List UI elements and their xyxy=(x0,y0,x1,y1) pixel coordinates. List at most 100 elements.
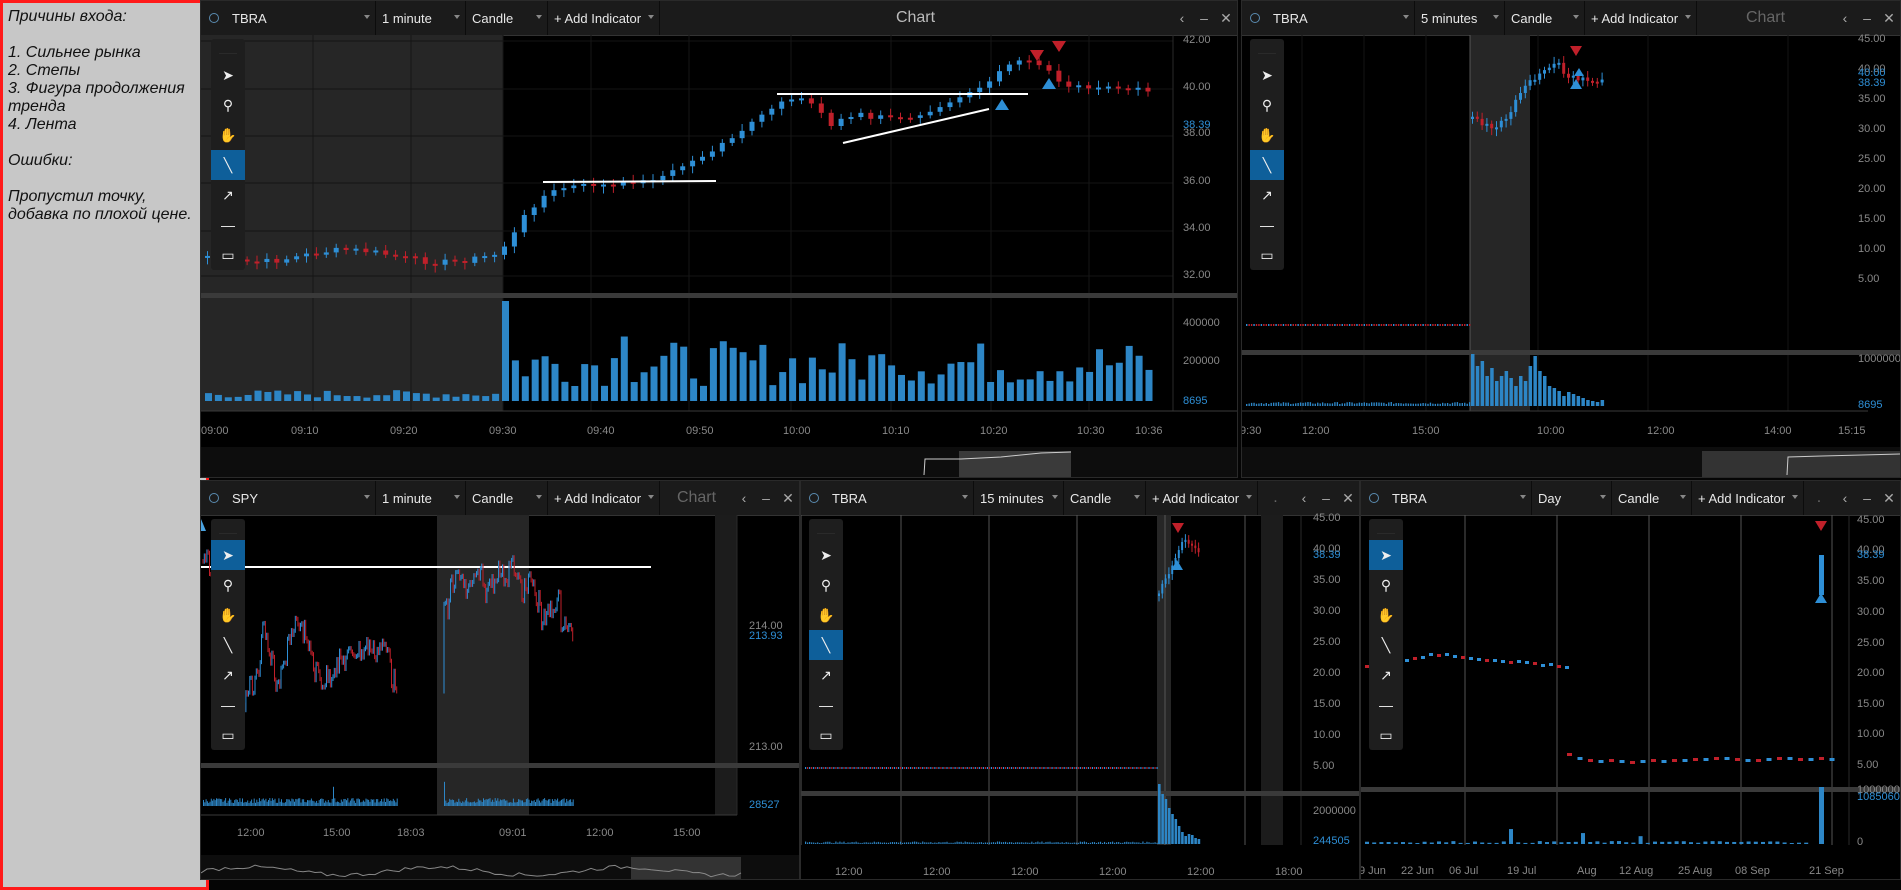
symbol-label: TBRA xyxy=(1273,10,1308,26)
horizontal-line-icon[interactable]: — xyxy=(221,217,235,233)
chevron-left-icon[interactable]: ‹ xyxy=(1301,490,1307,506)
close-icon[interactable]: ✕ xyxy=(1220,9,1232,26)
hand-icon[interactable]: ✋ xyxy=(1377,606,1395,623)
zoom-icon[interactable]: ⚲ xyxy=(820,576,832,593)
chevron-left-icon[interactable]: ‹ xyxy=(1842,10,1848,26)
minimize-icon[interactable]: – xyxy=(762,490,770,506)
minimize-icon[interactable]: – xyxy=(1322,490,1330,506)
minimize-icon[interactable]: – xyxy=(1200,10,1208,26)
price-chart[interactable] xyxy=(1242,1,1901,478)
chart-type-selector[interactable]: Candle xyxy=(466,1,548,35)
line-icon[interactable]: ╲ xyxy=(1250,150,1284,180)
zoom-icon[interactable]: ⚲ xyxy=(222,576,234,593)
horizontal-line-icon[interactable]: — xyxy=(819,697,833,713)
candle xyxy=(1156,767,1158,769)
volume-bar xyxy=(1789,842,1794,844)
pointer-icon[interactable]: ➤ xyxy=(222,66,234,83)
zoom-icon[interactable]: ⚲ xyxy=(1261,96,1273,113)
chart-type-selector[interactable]: Candle xyxy=(1064,481,1146,515)
chevron-left-icon[interactable]: ‹ xyxy=(1842,490,1848,506)
hamburger-icon[interactable] xyxy=(219,519,237,534)
line-icon[interactable]: ╲ xyxy=(1381,636,1391,653)
interval-selector[interactable]: Day xyxy=(1532,481,1612,515)
chevron-left-icon[interactable]: ‹ xyxy=(1179,10,1185,26)
minimize-icon[interactable]: – xyxy=(1863,490,1871,506)
symbol-selector[interactable]: TBRA xyxy=(1267,1,1415,35)
minimize-icon[interactable]: – xyxy=(1863,10,1871,26)
link-dot-icon[interactable] xyxy=(1369,493,1379,503)
chart-type-selector[interactable]: Candle xyxy=(1612,481,1692,515)
interval-selector[interactable]: 15 minutes xyxy=(974,481,1064,515)
link-dot-icon[interactable] xyxy=(809,493,819,503)
pointer-icon[interactable]: ➤ xyxy=(1261,66,1273,83)
arrow-icon[interactable]: ↗ xyxy=(1261,186,1273,203)
hamburger-icon[interactable] xyxy=(219,39,237,54)
line-icon[interactable]: ╲ xyxy=(211,150,245,180)
price-chart[interactable] xyxy=(201,1,1238,478)
price-chart[interactable] xyxy=(1361,481,1901,880)
pointer-icon[interactable]: ➤ xyxy=(820,546,832,563)
arrow-icon[interactable]: ↗ xyxy=(820,666,832,683)
pointer-icon[interactable]: ➤ xyxy=(211,540,245,570)
hamburger-icon[interactable] xyxy=(817,519,835,534)
hand-icon[interactable]: ✋ xyxy=(817,606,835,623)
rectangle-icon[interactable]: ▭ xyxy=(819,726,833,743)
chart-type-selector[interactable]: Candle xyxy=(466,481,548,515)
volume-bar xyxy=(561,381,569,401)
hamburger-icon[interactable] xyxy=(1258,39,1276,54)
candle xyxy=(1035,767,1037,769)
zoom-icon[interactable]: ⚲ xyxy=(1380,576,1392,593)
price-chart[interactable] xyxy=(201,481,800,880)
volume-bar xyxy=(403,391,410,401)
arrow-icon[interactable]: ↗ xyxy=(222,186,234,203)
candle xyxy=(353,248,359,251)
interval-selector[interactable]: 5 minutes xyxy=(1415,1,1505,35)
pointer-icon[interactable]: ➤ xyxy=(1369,540,1403,570)
candle xyxy=(1552,63,1556,68)
chart-type-selector[interactable]: Candle xyxy=(1505,1,1585,35)
volume-bar xyxy=(322,798,324,806)
price-chart[interactable] xyxy=(801,481,1360,880)
symbol-selector[interactable]: TBRA xyxy=(226,1,376,35)
chevron-left-icon[interactable]: ‹ xyxy=(741,490,747,506)
rectangle-icon[interactable]: ▭ xyxy=(1379,726,1393,743)
symbol-selector[interactable]: TBRA xyxy=(1386,481,1532,515)
hand-icon[interactable]: ✋ xyxy=(219,606,237,623)
arrow-icon[interactable]: ↗ xyxy=(1380,666,1392,683)
hand-icon[interactable]: ✋ xyxy=(219,126,237,143)
line-icon[interactable]: ╲ xyxy=(223,636,233,653)
interval-selector[interactable]: 1 minute xyxy=(376,1,466,35)
arrow-icon[interactable]: ↗ xyxy=(222,666,234,683)
hamburger-icon[interactable] xyxy=(1377,519,1395,534)
horizontal-line-icon[interactable]: — xyxy=(1260,217,1274,233)
rectangle-icon[interactable]: ▭ xyxy=(1260,246,1274,263)
add-indicator-button[interactable]: + Add Indicator xyxy=(1146,481,1258,515)
link-dot-icon[interactable] xyxy=(1250,13,1260,23)
close-icon[interactable]: ✕ xyxy=(1883,489,1895,506)
close-icon[interactable]: ✕ xyxy=(782,489,794,506)
rectangle-icon[interactable]: ▭ xyxy=(221,726,235,743)
chevron-down-icon xyxy=(1573,15,1579,19)
symbol-selector[interactable]: SPY xyxy=(226,481,376,515)
close-icon[interactable]: ✕ xyxy=(1342,489,1354,506)
symbol-selector[interactable]: TBRA xyxy=(826,481,974,515)
rectangle-icon[interactable]: ▭ xyxy=(221,246,235,263)
add-indicator-button[interactable]: + Add Indicator xyxy=(548,481,660,515)
add-indicator-button[interactable]: + Add Indicator xyxy=(548,1,660,35)
volume-bar xyxy=(883,842,885,844)
line-icon[interactable]: ╲ xyxy=(809,630,843,660)
add-indicator-button[interactable]: + Add Indicator xyxy=(1585,1,1697,35)
horizontal-line-icon[interactable]: — xyxy=(221,697,235,713)
close-icon[interactable]: ✕ xyxy=(1883,9,1895,26)
add-indicator-button[interactable]: + Add Indicator xyxy=(1692,481,1804,515)
candle xyxy=(891,767,894,769)
link-dot-icon[interactable] xyxy=(209,493,219,503)
horizontal-line-icon[interactable]: — xyxy=(1379,697,1393,713)
hand-icon[interactable]: ✋ xyxy=(1258,126,1276,143)
interval-selector[interactable]: 1 minute xyxy=(376,481,466,515)
volume-bar xyxy=(1246,403,1248,406)
time-axis-label: 09:00 xyxy=(201,425,229,437)
link-dot-icon[interactable] xyxy=(209,13,219,23)
volume-bar xyxy=(1458,842,1463,844)
zoom-icon[interactable]: ⚲ xyxy=(222,96,234,113)
